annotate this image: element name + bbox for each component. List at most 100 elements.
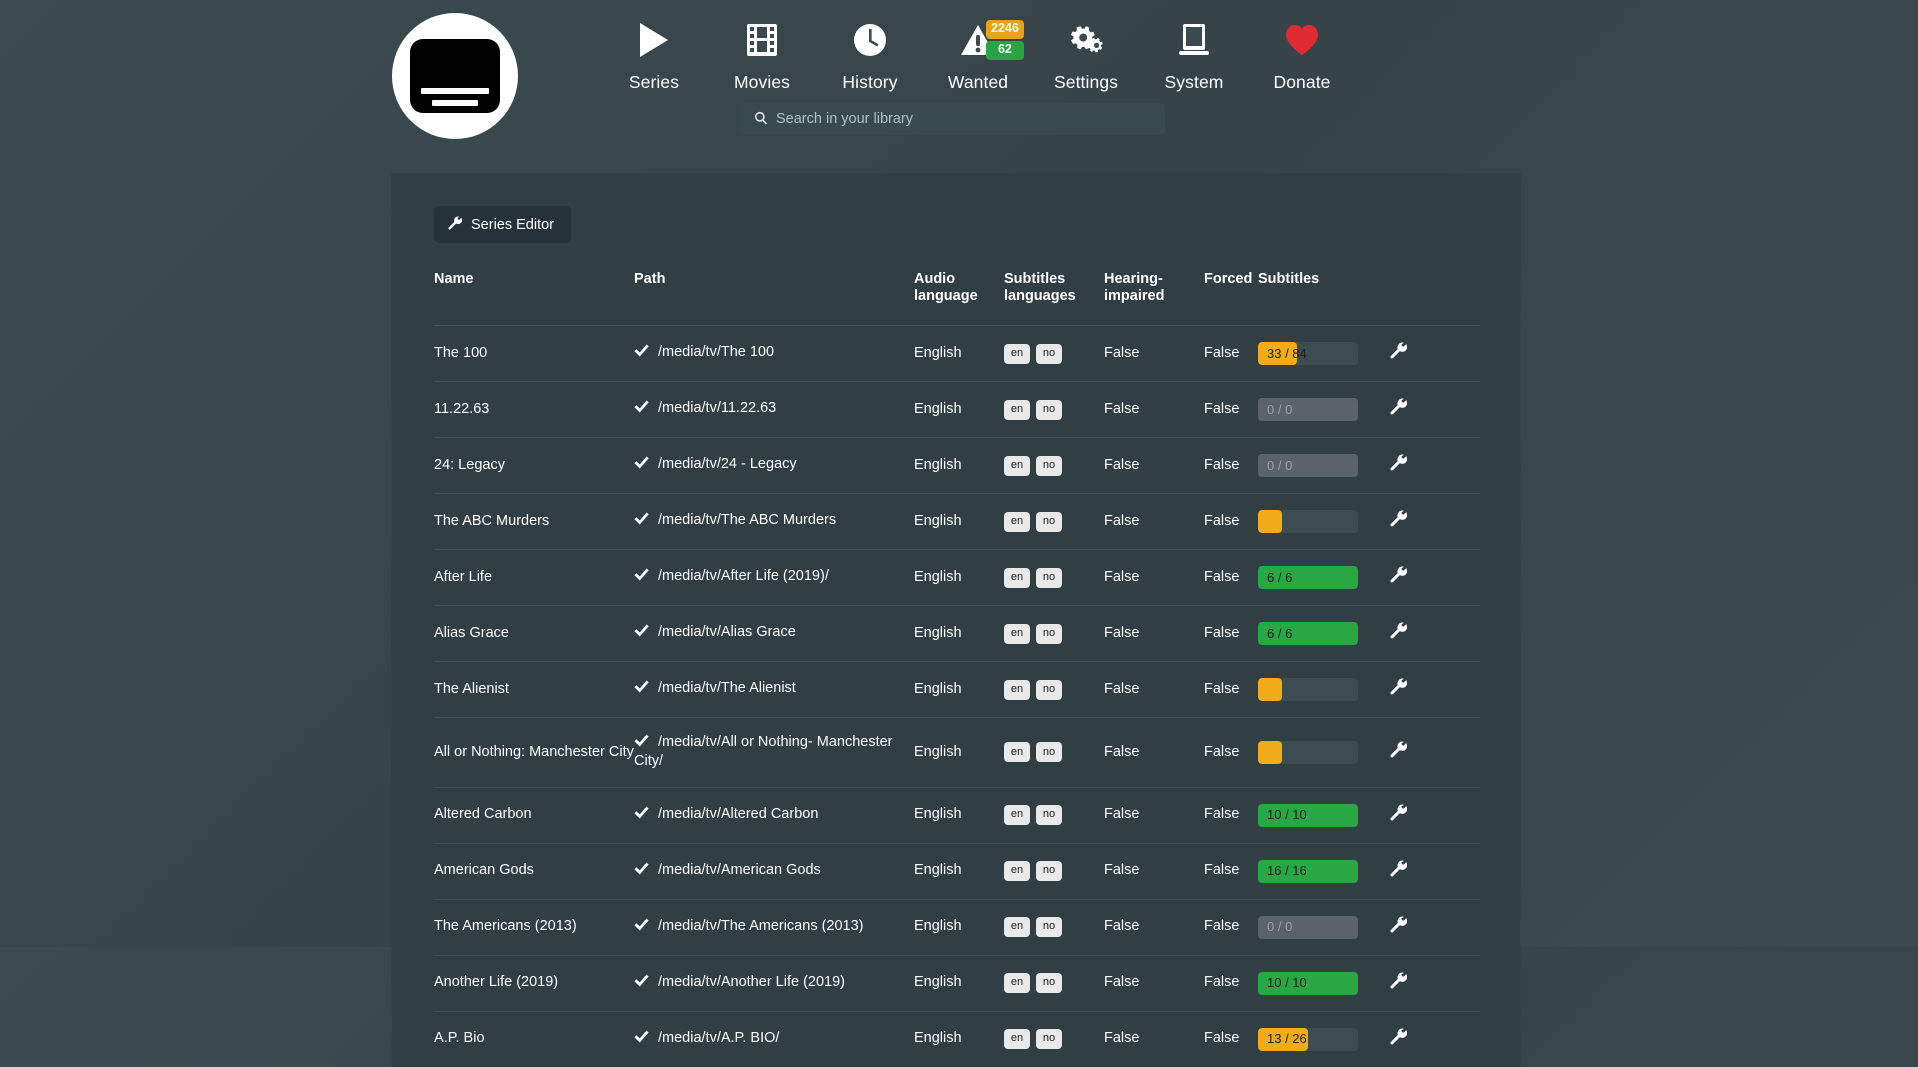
subtitles-progress-bar[interactable] [1258,740,1358,764]
column-header-subtitles[interactable]: Subtitles [1258,271,1320,287]
subtitle-language-badge[interactable]: en [1004,805,1030,826]
series-name[interactable]: The Americans (2013) [434,918,577,935]
subtitle-language-badge[interactable]: no [1036,567,1062,588]
column-header-forced[interactable]: Forced [1204,271,1253,287]
play-icon [637,14,671,66]
row-edit-wrench-icon[interactable] [1390,398,1407,415]
search-bar[interactable] [740,103,1165,135]
subtitles-progress-bar[interactable] [1258,510,1358,534]
series-name[interactable]: The Alienist [434,680,509,697]
table-row[interactable]: The Alienist/media/tv/The Alienist Englis… [434,661,1480,718]
column-header-audio-language[interactable]: Audio language [914,271,1004,326]
subtitle-language-badge[interactable]: en [1004,742,1030,763]
column-header-hearing-impaired[interactable]: Hearing-impaired [1104,271,1204,326]
search-input[interactable] [740,103,1165,135]
row-edit-wrench-icon[interactable] [1390,860,1407,877]
series-name[interactable]: 24: Legacy [434,456,505,473]
table-row[interactable]: The ABC Murders/media/tv/The ABC Murders… [434,493,1480,550]
subtitle-language-badge[interactable]: no [1036,805,1062,826]
series-name[interactable]: 11.22.63 [434,400,490,417]
nav-item-system[interactable]: System [1140,14,1248,93]
subtitles-progress-bar[interactable]: 10 / 10 [1258,971,1358,995]
subtitle-language-badge[interactable]: no [1036,399,1062,420]
wrench-icon [448,215,463,234]
nav-item-donate[interactable]: Donate [1248,14,1356,93]
table-row[interactable]: 24: Legacy/media/tv/24 - Legacy English en… [434,437,1480,494]
row-edit-wrench-icon[interactable] [1390,804,1407,821]
bazarr-logo[interactable] [392,13,518,139]
table-row[interactable]: All or Nothing: Manchester City/media/tv… [434,717,1480,788]
nav-badge-1[interactable]: 62 [986,40,1024,60]
subtitles-progress-bar[interactable]: 16 / 16 [1258,859,1358,883]
series-name[interactable]: The ABC Murders [434,512,550,529]
nav-item-history[interactable]: History [816,14,924,93]
subtitle-language-badge[interactable]: no [1036,343,1062,364]
subtitle-language-badge[interactable]: en [1004,399,1030,420]
subtitle-language-badge[interactable]: en [1004,567,1030,588]
subtitle-language-badge[interactable]: no [1036,917,1062,938]
nav-item-wanted[interactable]: 2246 62 Wanted [924,14,1032,93]
nav-item-movies[interactable]: Movies [708,14,816,93]
table-row[interactable]: 11.22.63/media/tv/11.22.63 English en no Fal… [434,381,1480,438]
row-edit-wrench-icon[interactable] [1390,741,1407,758]
subtitles-progress-bar[interactable]: 6 / 6 [1258,566,1358,590]
subtitle-language-badge[interactable]: en [1004,679,1030,700]
subtitle-language-badge[interactable]: en [1004,1029,1030,1050]
row-edit-wrench-icon[interactable] [1390,678,1407,695]
nav-item-settings[interactable]: Settings [1032,14,1140,93]
subtitle-language-badge[interactable]: en [1004,623,1030,644]
subtitle-language-badge[interactable]: en [1004,343,1030,364]
nav-badge-0[interactable]: 2246 [986,20,1024,39]
series-name[interactable]: Another Life (2019) [434,974,559,991]
subtitle-language-badge[interactable]: no [1036,1029,1062,1050]
table-row[interactable]: The 100/media/tv/The 100 English en no False… [434,325,1480,382]
subtitles-progress-bar[interactable]: 6 / 6 [1258,622,1358,646]
subtitle-language-badge[interactable]: en [1004,973,1030,994]
row-edit-wrench-icon[interactable] [1390,566,1407,583]
column-header-name[interactable]: Name [434,271,474,287]
table-row[interactable]: A.P. Bio/media/tv/A.P. BIO/English en no Fa… [434,1010,1480,1067]
subtitle-language-badge[interactable]: en [1004,861,1030,882]
row-edit-wrench-icon[interactable] [1390,622,1407,639]
row-edit-wrench-icon[interactable] [1390,342,1407,359]
subtitles-progress-bar[interactable]: 33 / 84 [1258,342,1358,366]
subtitle-language-badge[interactable]: no [1036,623,1062,644]
table-row[interactable]: Altered Carbon/media/tv/Altered Carbon En… [434,786,1480,844]
subtitles-progress-bar[interactable]: 0 / 0 [1258,915,1358,939]
subtitle-language-badge[interactable]: no [1036,511,1062,532]
column-header-path[interactable]: Path [634,271,666,287]
subtitles-progress-bar[interactable]: 10 / 10 [1258,803,1358,827]
table-row[interactable]: Alias Grace/media/tv/Alias Grace English e… [434,605,1480,662]
subtitle-language-badge[interactable]: no [1036,455,1062,476]
series-editor-button[interactable]: Series Editor [434,206,572,243]
row-edit-wrench-icon[interactable] [1390,510,1407,527]
subtitles-progress-bar[interactable]: 0 / 0 [1258,398,1358,422]
row-edit-wrench-icon[interactable] [1390,1028,1407,1045]
row-edit-wrench-icon[interactable] [1390,972,1407,989]
table-row[interactable]: Another Life (2019) /media/tv/Another Lif… [434,954,1480,1012]
row-edit-wrench-icon[interactable] [1390,454,1407,471]
subtitles-progress-bar[interactable] [1258,678,1358,702]
subtitle-language-badge[interactable]: no [1036,861,1062,882]
subtitle-language-badge[interactable]: en [1004,917,1030,938]
series-name[interactable]: The 100 [434,344,488,361]
subtitle-language-badge[interactable]: no [1036,742,1062,763]
subtitle-language-badge[interactable]: no [1036,679,1062,700]
series-name[interactable]: Altered Carbon [434,806,532,823]
table-row[interactable]: After Life/media/tv/After Life (2019)/ En… [434,549,1480,606]
subtitles-progress-bar[interactable]: 0 / 0 [1258,454,1358,478]
series-name[interactable]: American Gods [434,862,534,879]
table-row[interactable]: American Gods/media/tv/American Gods Engl… [434,842,1480,900]
subtitle-language-badge[interactable]: en [1004,455,1030,476]
column-header-subtitles-languages[interactable]: Subtitles languages [1004,271,1104,326]
row-edit-wrench-icon[interactable] [1390,916,1407,933]
subtitle-language-badge[interactable]: en [1004,511,1030,532]
subtitles-progress-bar[interactable]: 13 / 26 [1258,1027,1358,1051]
table-row[interactable]: The Americans (2013) /media/tv/The Americ… [434,898,1480,956]
subtitle-language-badge[interactable]: no [1036,973,1062,994]
nav-item-series[interactable]: Series [600,14,708,93]
series-name[interactable]: Alias Grace [434,624,509,641]
series-name[interactable]: A.P. Bio [434,1030,485,1047]
series-name[interactable]: All or Nothing: Manchester City [434,743,634,760]
series-name[interactable]: After Life [434,568,493,585]
